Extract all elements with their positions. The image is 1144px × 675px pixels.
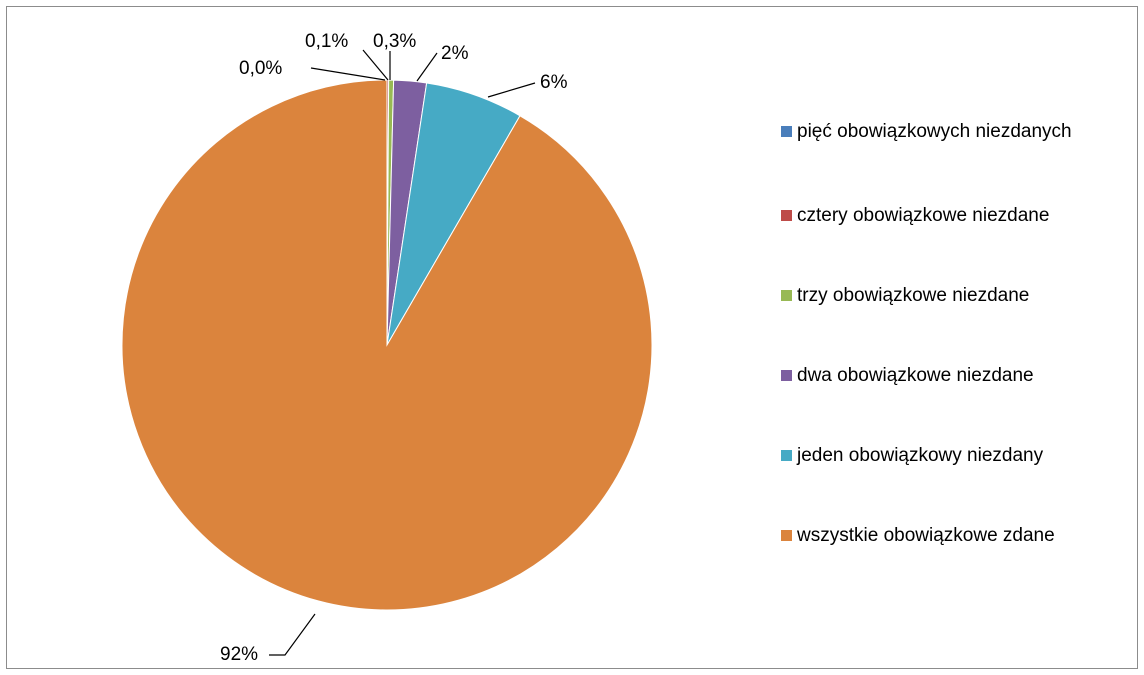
leader-line-five-failed [310,67,386,81]
data-label-three-failed: 0,3% [373,31,416,52]
legend-swatch [781,530,792,541]
leader-line-four-failed [362,49,389,81]
leader-line-one-failed [487,82,536,98]
legend-item-three-failed: trzy obowiązkowe niezdane [781,283,1127,309]
legend-swatch [781,126,792,137]
legend-label: jeden obowiązkowy niezdany [797,445,1044,466]
legend-item-four-failed: cztery obowiązkowe niezdane [781,203,1127,229]
legend-swatch [781,290,792,301]
legend-item-one-failed: jeden obowiązkowy niezdany [781,443,1127,469]
legend-item-all-passed: wszystkie obowiązkowe zdane [781,523,1127,549]
legend-item-five-failed: pięć obowiązkowych niezdanych [781,119,1127,145]
data-label-all-passed: 92% [220,644,258,665]
legend-label: trzy obowiązkowe niezdane [797,285,1030,306]
legend-swatch [781,370,792,381]
chart-area: 0,0% 0,1% 0,3% 2% 6% 92% pięć obowiązkowych n… [6,6,1138,669]
leader-line-all-passed [269,613,316,656]
legend-label: wszystkie obowiązkowe zdane [797,525,1055,546]
legend-label: dwa obowiązkowe niezdane [797,365,1034,386]
data-label-two-failed: 2% [441,43,469,64]
legend-swatch [781,450,792,461]
legend-label: cztery obowiązkowe niezdane [797,205,1050,226]
legend-label: pięć obowiązkowych niezdanych [797,121,1072,142]
data-label-one-failed: 6% [540,72,568,93]
legend-item-two-failed: dwa obowiązkowe niezdane [781,363,1127,389]
data-label-four-failed: 0,1% [305,31,348,52]
leader-line-two-failed [416,52,438,82]
data-label-five-failed: 0,0% [239,58,282,79]
pie-chart: 0,0% 0,1% 0,3% 2% 6% 92% [121,31,653,665]
legend-swatch [781,210,792,221]
slice-all-passed [121,79,653,611]
